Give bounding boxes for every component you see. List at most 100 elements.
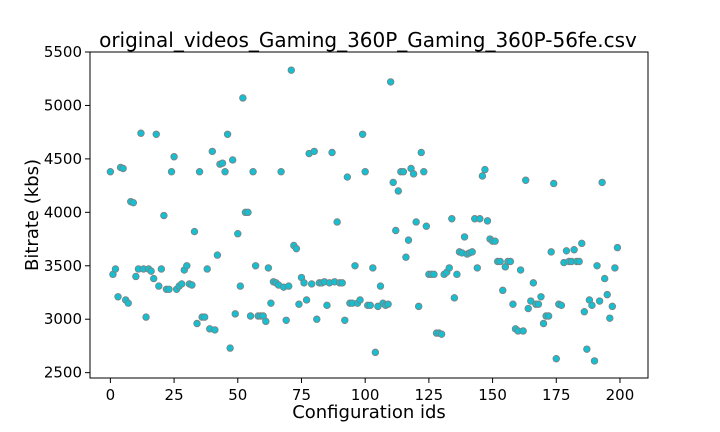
data-point [590,357,599,365]
data-point [341,316,349,324]
data-point [251,262,260,270]
data-point [598,178,606,187]
data-point [208,147,217,156]
data-point [132,272,140,281]
data-point [343,173,352,181]
x-tick-label: 150 [478,386,507,404]
data-point [361,168,369,176]
data-point [310,147,318,156]
data-point [550,179,558,188]
data-point [394,187,403,195]
data-point [499,286,507,295]
data-point [430,270,438,279]
data-point [106,168,115,176]
data-point [203,265,211,273]
y-tick-label: 4500 [44,150,82,168]
data-point [611,264,619,272]
data-point [333,218,341,226]
x-tick-label: 50 [228,386,247,404]
data-point [170,153,178,161]
data-point [193,319,201,328]
data-point [509,300,517,308]
data-point [386,78,395,86]
data-point [338,279,346,287]
data-point [356,296,364,304]
x-tick-label: 75 [292,386,311,404]
data-point [473,264,481,272]
data-point [369,264,377,272]
y-tick-label: 2500 [44,364,82,382]
data-point [234,230,242,238]
data-point [239,94,247,102]
data-point [608,302,617,311]
data-point [414,302,423,311]
data-point [529,279,538,287]
data-point [190,227,199,236]
data-point [221,168,229,176]
data-point [195,168,204,176]
data-point [544,312,553,320]
data-point [491,237,499,245]
data-point [200,313,209,321]
y-tick-label: 5000 [44,96,82,114]
data-point [570,246,578,254]
data-point [450,294,459,302]
data-point [111,265,120,273]
data-point [282,316,290,324]
data-point [147,267,155,275]
data-point [211,326,219,334]
data-point [595,297,604,305]
data-point [167,168,176,176]
data-point [593,262,601,270]
data-point [519,327,527,335]
data-point [366,301,374,310]
data-point [277,168,285,176]
x-tick-label: 125 [415,386,444,404]
data-point [583,345,591,353]
data-point [409,170,418,178]
data-point [152,130,160,139]
data-point [534,300,543,308]
y-tick-label: 3000 [44,310,82,328]
data-point [178,280,186,288]
data-point [399,168,408,176]
data-point [524,304,532,313]
data-point [460,233,469,241]
data-point [389,178,397,187]
data-point [603,290,611,299]
data-point [218,159,227,167]
chart-title: original_videos_Gaming_360P_Gaming_360P-… [99,28,637,52]
axis-ticks: 0 25 50 75 100 125 150 175 200 2500 3000 3500 4000 45… [44,43,634,404]
data-point [267,299,275,307]
x-tick-label: 200 [606,386,635,404]
data-point [231,310,239,318]
data-point [119,164,127,173]
data-point [412,218,420,226]
data-point [496,257,504,266]
data-point [481,165,489,174]
data-point [580,308,589,316]
data-point [376,282,385,290]
data-point [557,301,566,310]
data-point [588,301,596,310]
x-tick-label: 0 [106,386,116,404]
data-point [516,266,525,274]
data-point [188,281,196,289]
data-point [124,299,132,307]
data-point [575,257,583,266]
data-point [323,301,331,310]
data-point [129,199,138,207]
y-axis-label: Bitrate (kbs) [22,159,43,271]
data-point [552,355,560,363]
data-point [521,176,530,184]
data-point [285,282,293,290]
data-point [547,248,555,256]
data-point [246,312,255,320]
data-point [358,130,367,139]
data-point [384,300,392,308]
data-point [478,172,487,180]
data-point [562,247,571,255]
data-point [351,262,359,270]
data-point [606,314,614,322]
data-point [157,265,166,273]
